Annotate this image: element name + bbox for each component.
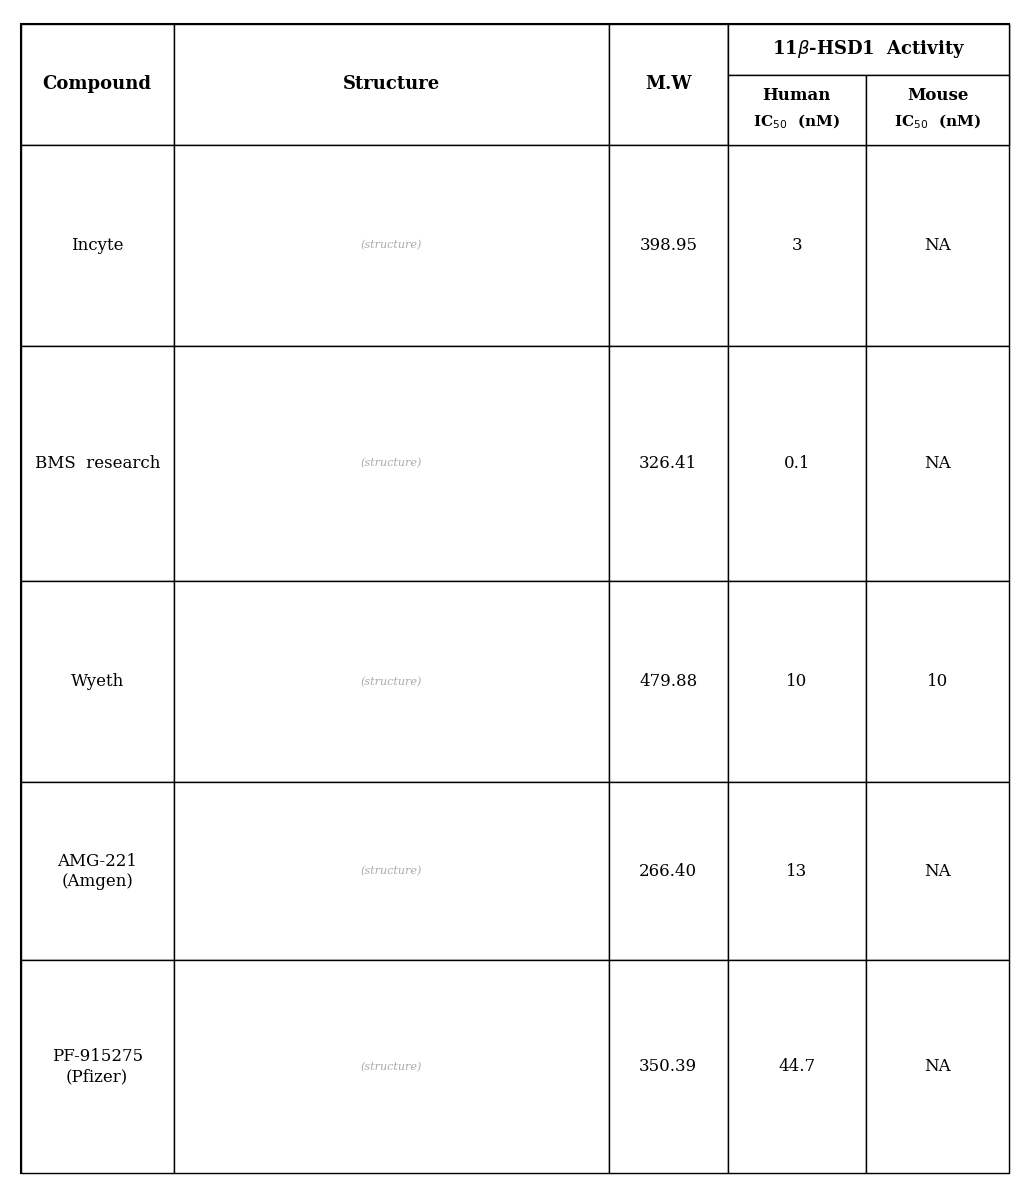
Text: 10: 10 <box>927 673 949 691</box>
Text: (structure): (structure) <box>360 1062 422 1073</box>
Bar <box>866 960 1009 1173</box>
Bar <box>727 24 866 145</box>
Bar <box>866 24 1009 145</box>
Text: Human: Human <box>762 87 831 104</box>
Text: 326.41: 326.41 <box>640 455 697 472</box>
Text: NA: NA <box>924 1058 951 1075</box>
Bar <box>727 960 866 1173</box>
Text: (structure): (structure) <box>360 867 422 876</box>
Bar <box>727 24 1009 74</box>
Bar <box>21 145 174 346</box>
Bar <box>21 346 174 582</box>
Text: NA: NA <box>924 237 951 254</box>
Bar <box>727 74 866 145</box>
Bar <box>609 960 727 1173</box>
Text: Wyeth: Wyeth <box>71 673 124 691</box>
Text: 13: 13 <box>786 863 808 880</box>
Bar <box>21 960 174 1173</box>
Text: Structure: Structure <box>343 75 440 93</box>
Text: NA: NA <box>924 863 951 880</box>
Text: 266.40: 266.40 <box>640 863 697 880</box>
Text: NA: NA <box>924 455 951 472</box>
Bar <box>609 582 727 783</box>
Bar <box>727 582 866 783</box>
Bar <box>727 783 866 960</box>
Bar <box>727 346 866 582</box>
Text: 350.39: 350.39 <box>640 1058 697 1075</box>
Text: IC$_{50}$  (nM): IC$_{50}$ (nM) <box>753 113 840 132</box>
Bar <box>866 74 1009 145</box>
Text: (structure): (structure) <box>360 458 422 469</box>
Text: AMG-221
(Amgen): AMG-221 (Amgen) <box>58 853 137 889</box>
Text: 398.95: 398.95 <box>640 237 697 254</box>
Text: (structure): (structure) <box>360 239 422 250</box>
Bar <box>609 145 727 346</box>
Bar <box>866 145 1009 346</box>
Bar <box>174 145 609 346</box>
Text: 3: 3 <box>791 237 802 254</box>
Bar <box>609 346 727 582</box>
Text: 10: 10 <box>786 673 808 691</box>
Bar <box>174 783 609 960</box>
Text: BMS  research: BMS research <box>35 455 160 472</box>
Bar <box>866 582 1009 783</box>
Bar <box>609 24 727 145</box>
Bar <box>21 24 174 145</box>
Text: (structure): (structure) <box>360 676 422 687</box>
Bar <box>174 582 609 783</box>
Text: Compound: Compound <box>42 75 151 93</box>
Text: 0.1: 0.1 <box>784 455 810 472</box>
Bar <box>21 582 174 783</box>
Bar <box>727 145 866 346</box>
Bar <box>866 346 1009 582</box>
Text: 11$\beta$-HSD1  Activity: 11$\beta$-HSD1 Activity <box>771 38 965 60</box>
Text: Incyte: Incyte <box>71 237 124 254</box>
Text: M.W: M.W <box>645 75 691 93</box>
Text: 44.7: 44.7 <box>779 1058 816 1075</box>
Text: Mouse: Mouse <box>907 87 968 104</box>
Text: IC$_{50}$  (nM): IC$_{50}$ (nM) <box>894 113 982 132</box>
Bar <box>174 24 609 145</box>
Text: 479.88: 479.88 <box>640 673 697 691</box>
Bar <box>609 783 727 960</box>
Bar <box>174 960 609 1173</box>
Bar <box>866 783 1009 960</box>
Text: PF-915275
(Pfizer): PF-915275 (Pfizer) <box>52 1049 143 1084</box>
Bar <box>21 783 174 960</box>
Bar <box>174 346 609 582</box>
